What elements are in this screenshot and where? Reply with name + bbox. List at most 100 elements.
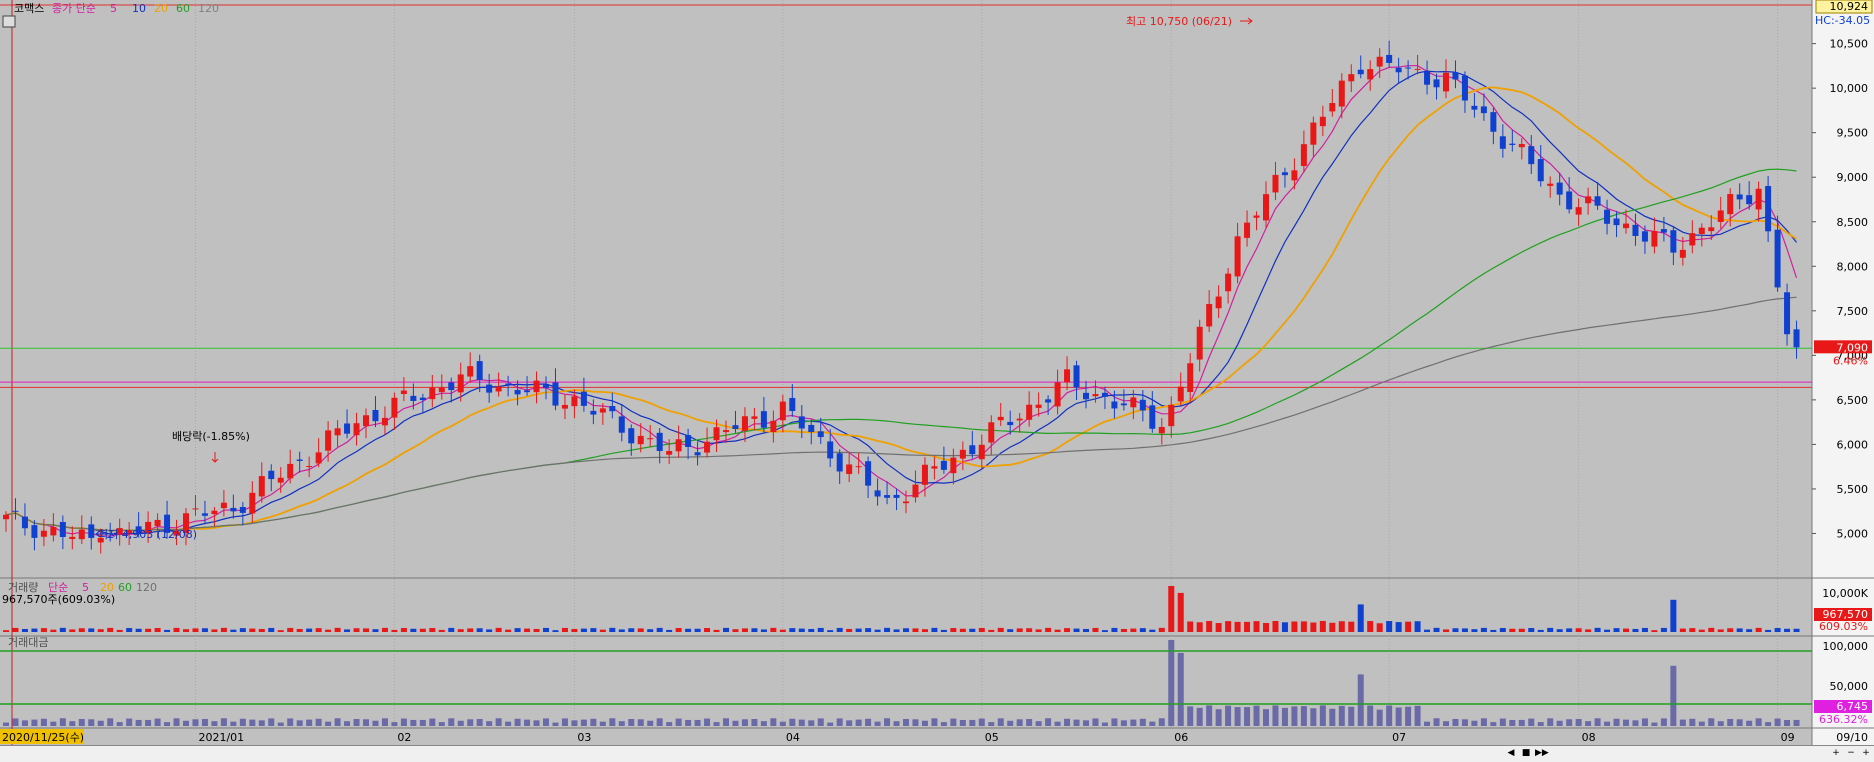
candle-body <box>1016 418 1023 421</box>
volume-bar <box>647 629 654 632</box>
volume-bar <box>1452 628 1459 632</box>
candle-body <box>1708 227 1715 232</box>
candle-body <box>741 416 748 431</box>
volume-bar <box>1291 621 1298 632</box>
volume-bar <box>637 628 644 632</box>
candle-body <box>1689 233 1696 246</box>
amount-bar <box>1206 705 1213 726</box>
volume-bar <box>1509 628 1516 632</box>
volume-legend-period: 20 <box>100 581 114 594</box>
candle-body <box>438 387 445 393</box>
amount-bar <box>1717 721 1724 726</box>
volume-bar <box>1604 629 1611 632</box>
amount-bar <box>552 722 559 726</box>
stop-button[interactable]: ■ <box>1521 748 1531 758</box>
volume-bar <box>789 628 796 632</box>
candle-body <box>988 422 995 443</box>
amount-bar <box>685 719 692 726</box>
candle-body <box>1357 69 1364 75</box>
candle-body <box>12 510 19 512</box>
candle-body <box>1651 231 1658 247</box>
candle-body <box>1461 75 1468 101</box>
amount-bar <box>1367 705 1374 726</box>
volume-bar <box>1424 629 1431 632</box>
candle-body <box>363 415 369 427</box>
volume-bar <box>1736 628 1743 632</box>
candle-body <box>1177 386 1184 402</box>
volume-bar <box>1433 627 1440 632</box>
amount-bar <box>1111 718 1118 726</box>
amount-bar <box>524 719 531 726</box>
volume-bar <box>1092 627 1099 632</box>
candle-body <box>258 476 265 497</box>
expand-button[interactable]: + <box>1862 748 1870 758</box>
amount-bar <box>1670 665 1677 726</box>
candle-body <box>1698 227 1705 234</box>
volume-bar <box>31 628 38 632</box>
volume-bar <box>590 628 597 632</box>
candle-body <box>808 424 815 432</box>
zoom-out-button[interactable]: − <box>1847 748 1855 758</box>
volume-bar <box>1026 628 1033 632</box>
x-tick-label: 08 <box>1582 731 1596 744</box>
volume-bar <box>969 628 976 632</box>
amount-bar <box>1537 722 1544 726</box>
amount-bar <box>1026 719 1033 726</box>
volume-bar <box>1016 628 1023 632</box>
candle-body <box>997 416 1004 421</box>
volume-bar <box>325 629 332 632</box>
amount-bar <box>590 718 597 726</box>
volume-bar <box>1480 627 1487 632</box>
volume-legend-period: 60 <box>118 581 132 594</box>
candle-body <box>1490 112 1497 132</box>
candle-body <box>751 416 758 419</box>
amount-bar <box>846 720 853 726</box>
amount-bar <box>201 719 208 726</box>
candle-body <box>1187 363 1194 393</box>
volume-bar <box>429 628 436 632</box>
volume-bar <box>135 628 142 632</box>
amount-bar <box>1281 707 1288 726</box>
amount-bar <box>154 718 161 726</box>
volume-bar <box>903 628 909 632</box>
grid-toggle-icon[interactable] <box>2 15 16 28</box>
stock-chart[interactable]: 10,500 10,000 9,500 9,000 8,500 8,000 7,500 7,0… <box>0 0 1874 745</box>
candle-body <box>1594 196 1601 206</box>
volume-bar <box>164 629 171 632</box>
volume-bar <box>457 629 464 632</box>
zoom-in-button[interactable]: + <box>1832 748 1840 758</box>
amount-bar <box>486 721 493 726</box>
volume-bar <box>874 629 881 632</box>
candle-body <box>419 397 426 401</box>
cursor-date: 2020/11/25(수) <box>2 731 84 744</box>
amount-bar <box>277 722 284 726</box>
scroll-left-button[interactable]: ◀ <box>1507 748 1515 758</box>
amount-bar <box>561 718 568 726</box>
amount-bar <box>1045 718 1052 726</box>
volume-bar <box>940 629 947 632</box>
volume-bar <box>145 628 152 632</box>
candle-body <box>1405 67 1412 69</box>
volume-bar <box>685 628 692 632</box>
amount-bar <box>997 718 1004 726</box>
volume-bar <box>808 628 815 632</box>
scroll-end-button[interactable]: ▶▶ <box>1535 748 1549 758</box>
price-tick-label: 5,500 <box>1837 483 1869 496</box>
candle-body <box>1433 79 1440 88</box>
amount-bar <box>609 718 616 726</box>
volume-bar <box>1547 627 1554 632</box>
amount-bar <box>296 720 303 726</box>
volume-bar <box>1386 621 1393 632</box>
volume-bar <box>306 628 313 632</box>
volume-bar <box>1443 629 1449 632</box>
volume-bar <box>1376 623 1383 632</box>
amount-bar <box>1291 706 1298 726</box>
candle-body <box>1319 116 1326 127</box>
amount-bar <box>391 722 398 726</box>
candle-body <box>116 528 123 535</box>
bottom-nav-bar: ◀ ■ ▶▶ + − + <box>0 745 1874 762</box>
candle-body <box>1130 397 1137 408</box>
last-price: 7,090 <box>1837 341 1869 354</box>
amount-bar <box>855 719 862 726</box>
candle-body <box>1348 74 1355 82</box>
